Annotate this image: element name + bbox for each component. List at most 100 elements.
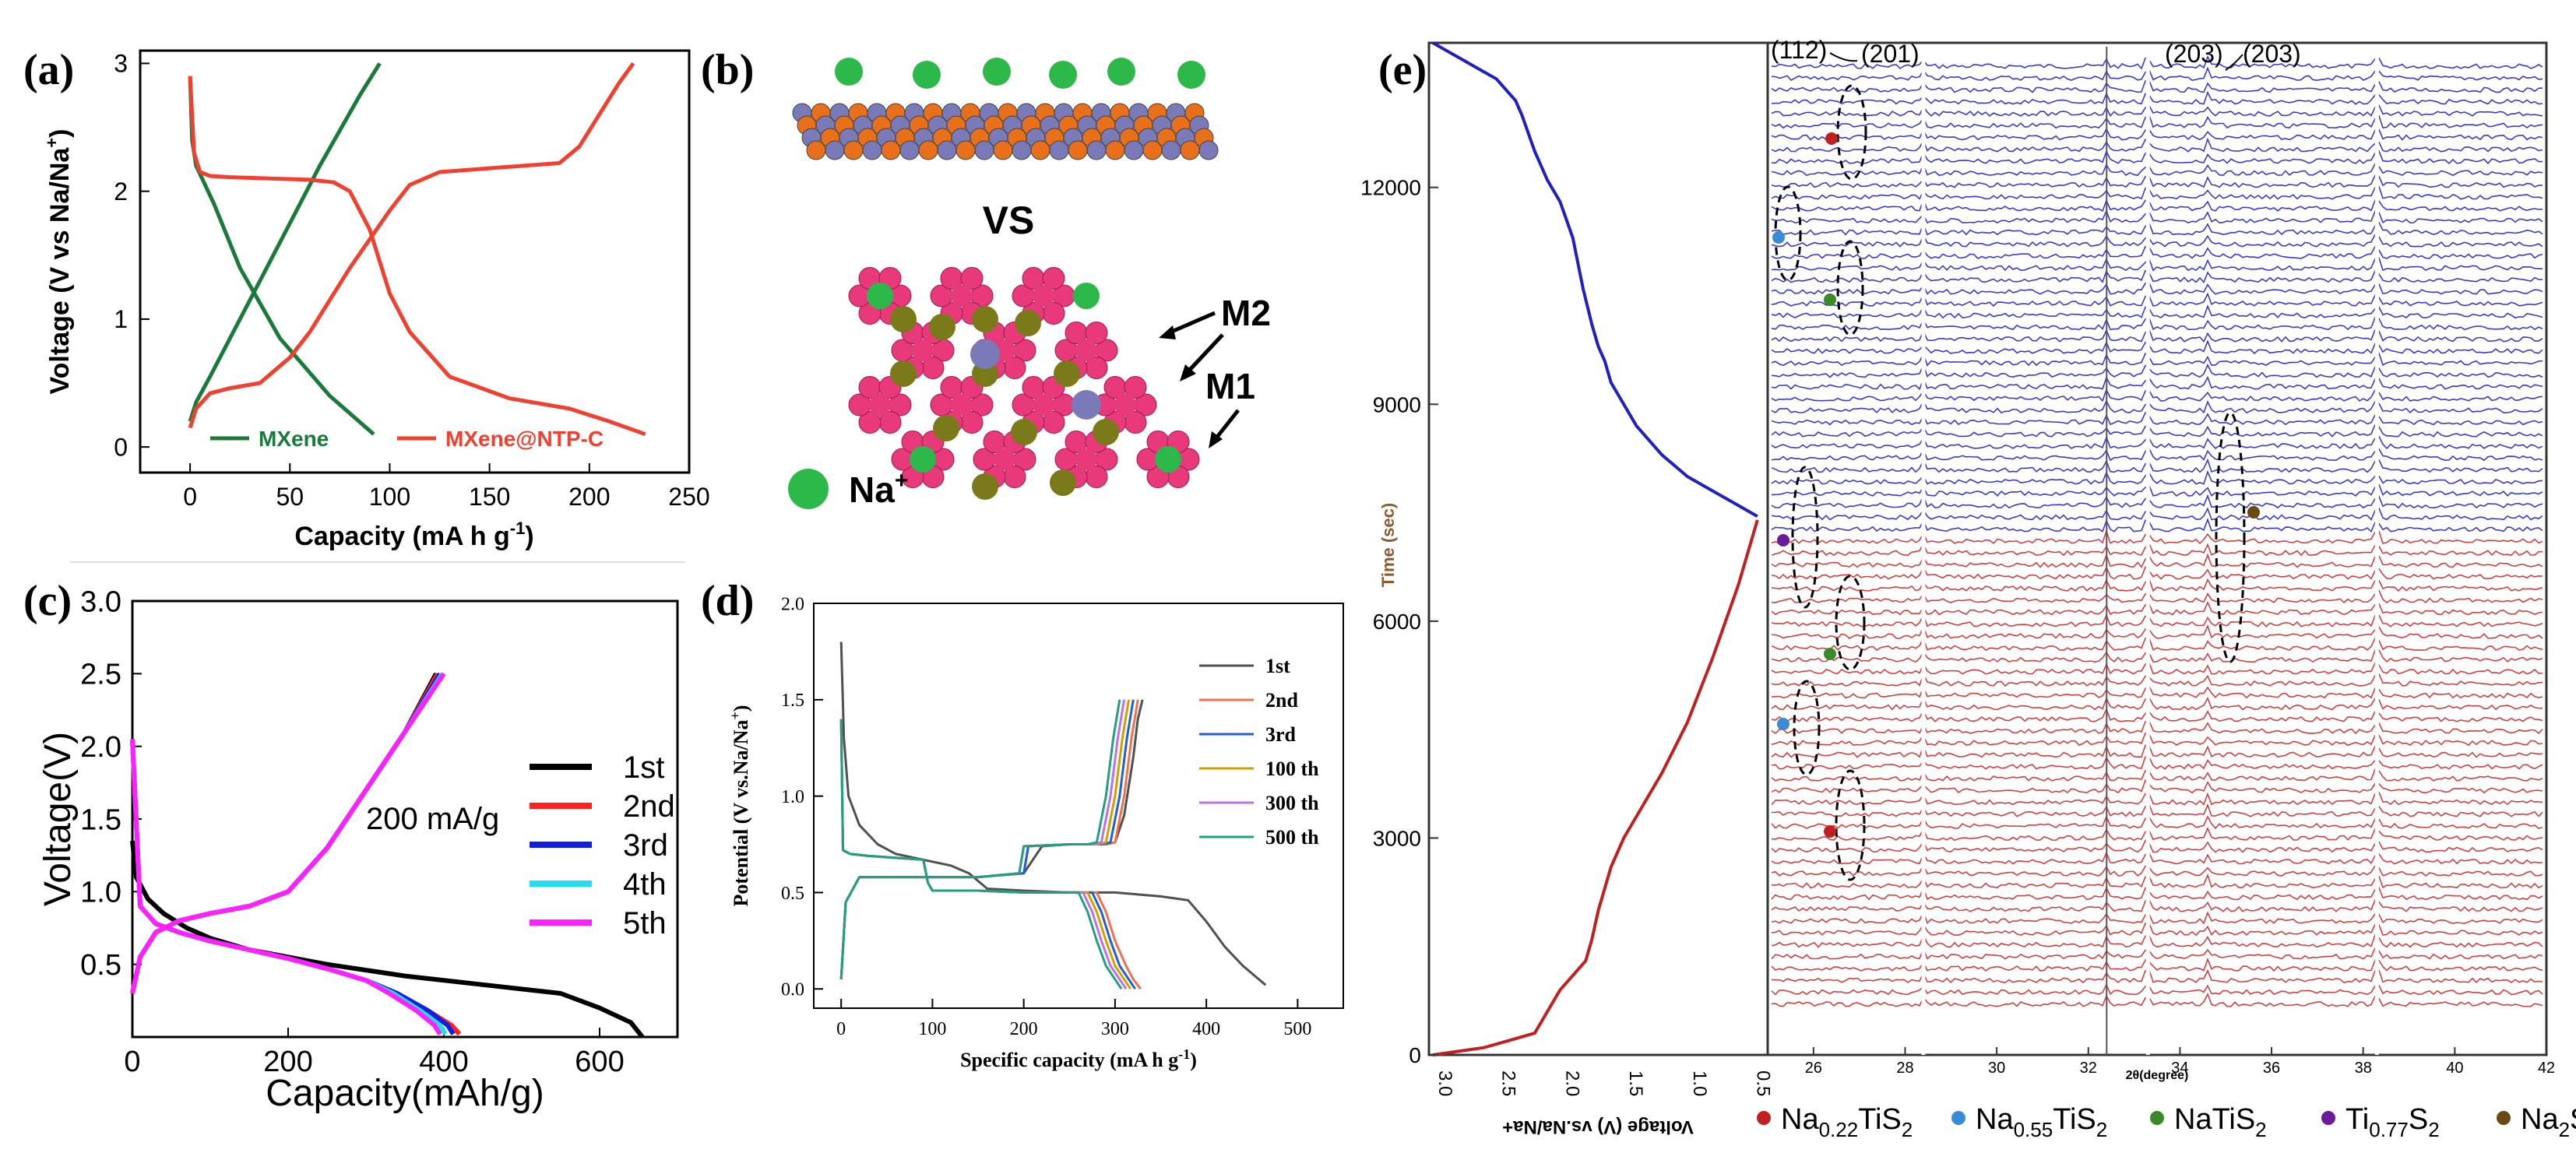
oxygen-atom <box>869 394 891 416</box>
xrd-pattern-trace <box>1771 458 2543 473</box>
xrd-pattern-trace <box>1771 304 2543 319</box>
legend-label-5th: 5th <box>623 906 667 940</box>
y-tick-label: 0 <box>114 433 128 461</box>
legend-label-3rd: 3rd <box>623 828 668 863</box>
xrd-pattern-trace <box>1771 483 2543 497</box>
x-tick-label: 500 <box>1283 1019 1311 1039</box>
xrd-pattern-trace <box>1771 79 2543 93</box>
xrd-pattern-trace <box>1771 494 2543 509</box>
x-tick-label: 3.0 <box>1434 1070 1455 1096</box>
series-line-5th-discharge <box>130 739 442 1035</box>
slab-atom <box>918 140 938 160</box>
xrd-pattern-trace <box>1771 779 2543 794</box>
xrd-pattern-trace <box>1771 600 2543 616</box>
peak-highlight-ellipse <box>1791 466 1819 609</box>
y-axis-label: Voltage(V) <box>37 732 79 906</box>
oxygen-atom <box>858 411 882 434</box>
slab-atom <box>881 140 901 160</box>
series-line-500-th-charge <box>839 699 1121 979</box>
peak-highlight-ellipse <box>1836 240 1864 336</box>
y-tick-label: 1.5 <box>781 691 804 711</box>
peak-label-201: (201) <box>1861 40 1920 68</box>
x-tick-label: 36 <box>2263 1060 2280 1077</box>
xrd-pattern-trace <box>1771 756 2543 770</box>
slab-atom <box>1068 140 1088 160</box>
series-line-300-th-charge <box>839 699 1126 979</box>
arrow-m1 <box>1209 409 1240 448</box>
xrd-pattern-trace <box>1771 127 2543 141</box>
x-axis-label: Capacity (mA h g-1) <box>294 518 533 551</box>
y-tick-label: 2.5 <box>80 659 121 691</box>
series-line-mxene-discharge <box>188 76 375 436</box>
xrd-pattern-trace <box>1771 469 2543 485</box>
na-site <box>910 446 936 473</box>
series-line-100-th-charge <box>839 699 1130 979</box>
legend-marker <box>1951 1111 1965 1125</box>
peak-highlight-ellipse <box>2215 411 2246 663</box>
na-ion <box>913 61 941 89</box>
xrd-pattern-trace <box>1771 197 2543 213</box>
x-tick-label: 1.5 <box>1625 1070 1646 1096</box>
legend-label-2nd: 2nd <box>623 789 675 824</box>
xrd-pattern-trace <box>1771 448 2543 462</box>
x-tick-label: 40 <box>2446 1060 2463 1077</box>
y-tick-label: 2 <box>114 178 128 206</box>
xrd-pattern-trace <box>1771 149 2543 165</box>
slab-atom <box>899 140 920 160</box>
two-theta-axis-label: 2θ(degree) <box>2126 1069 2189 1082</box>
plot-frame <box>813 603 1344 1009</box>
phosphorus-atom <box>1015 310 1041 336</box>
peak-highlight-ellipse <box>1836 84 1867 181</box>
legend-label-500th: 500 th <box>1265 826 1319 849</box>
y-tick-label: 0.5 <box>781 884 804 904</box>
phosphorus-atom <box>890 306 917 332</box>
xrd-pattern-trace <box>1771 613 2543 627</box>
panel-d-chart: 0 100 200 300 400 500 0.0 0.5 1.0 1.5 2.0 Specific… <box>727 594 1344 1071</box>
y-tick-label: 3000 <box>1373 826 1421 850</box>
legend-label: Na0.22TiS2 <box>1781 1103 1913 1141</box>
y-tick-label: 2.0 <box>781 594 804 614</box>
xrd-pattern-trace <box>1771 529 2543 545</box>
x-tick-label: 26 <box>1805 1060 1822 1077</box>
xrd-pattern-trace <box>1771 185 2543 200</box>
slab-atom <box>937 140 957 160</box>
xrd-pattern-trace <box>1771 814 2543 830</box>
y-tick-label: 0 <box>1409 1043 1421 1067</box>
x-tick-label: 2.5 <box>1498 1070 1519 1096</box>
phosphorus-atom <box>1054 360 1080 387</box>
legend-label: NaTiS2 <box>2174 1103 2267 1141</box>
peak-label-112: (112) <box>1771 36 1827 64</box>
x-tick-label: 200 <box>263 1046 312 1078</box>
panel-c-chart: 0 200 400 600 0.5 1.0 1.5 2.0 2.5 3.0 Capacity(mA… <box>37 585 679 1114</box>
xrd-pattern-trace <box>1771 507 2543 521</box>
x-tick-label: 1.0 <box>1689 1070 1710 1096</box>
legend-marker <box>2497 1111 2511 1125</box>
xrd-pattern-trace <box>1771 958 2543 972</box>
xrd-pattern-trace <box>1771 55 2543 70</box>
xrd-pattern-trace <box>1771 578 2543 592</box>
y-tick-label: 1.0 <box>80 877 121 909</box>
xrd-pattern-trace <box>1771 993 2543 1007</box>
na-ion <box>1177 61 1205 89</box>
x-axis-label: Capacity(mAh/g) <box>266 1073 544 1114</box>
y-tick-label: 0.5 <box>80 949 121 982</box>
x-tick-label: 32 <box>2080 1060 2097 1077</box>
legend-label-2nd: 2nd <box>1265 689 1298 712</box>
na-ion-legend-icon <box>788 469 829 509</box>
m1-label: M1 <box>1205 366 1255 406</box>
series-line-mxene-ntp-c-charge <box>188 62 635 429</box>
x-tick-label: 100 <box>918 1019 946 1039</box>
xrd-pattern-trace <box>1771 851 2543 865</box>
titanium-atom <box>1072 390 1101 420</box>
x-tick-label: 38 <box>2355 1060 2372 1077</box>
phase-marker <box>2247 506 2260 518</box>
legend-label-3rd: 3rd <box>1265 723 1297 746</box>
oxygen-atom <box>1042 266 1065 290</box>
peak-highlight-ellipse <box>1835 769 1866 881</box>
y-tick-label: 2.0 <box>80 731 121 764</box>
phase-marker <box>1824 648 1836 660</box>
x-axis-label: Specific capacity (mA h g-1) <box>960 1046 1197 1071</box>
slab-atom <box>806 140 826 160</box>
series-line-mxene-ntp-c-discharge <box>188 76 646 437</box>
slab-atom <box>1030 140 1050 160</box>
